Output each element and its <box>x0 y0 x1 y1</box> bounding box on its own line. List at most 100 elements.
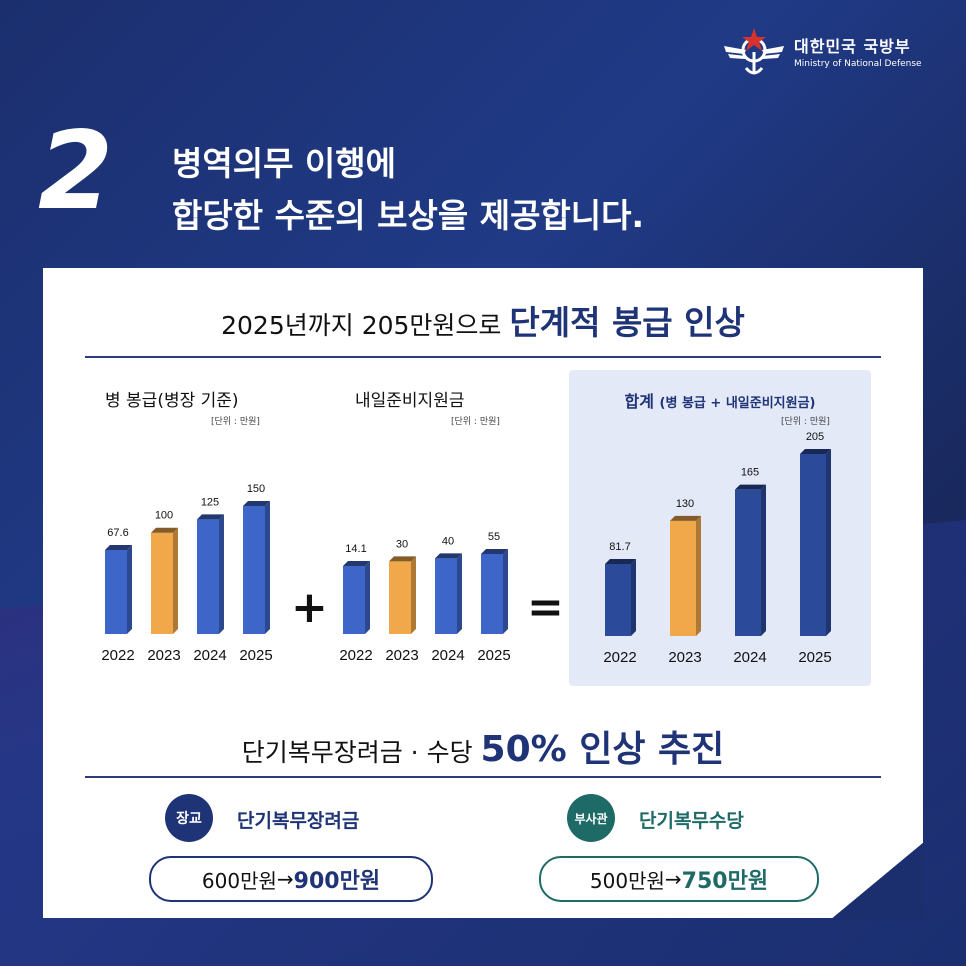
bar-side <box>411 556 416 634</box>
divider-bottom <box>85 776 881 778</box>
chart1-unit: [단위 : 만원] <box>211 417 260 427</box>
chart-soldier-salary: 67.6 2022 100 2023 125 2024 150 2025 <box>101 483 272 664</box>
bar-2024 <box>735 484 766 636</box>
data-label: 40 <box>442 535 454 547</box>
bar-2023 <box>670 515 701 636</box>
chart3-unit: [단위 : 만원] <box>781 417 830 427</box>
bar-front <box>435 558 457 634</box>
chart3-title: 합계 (병 봉급 + 내일준비지원금) <box>569 388 871 412</box>
bar-top <box>605 559 636 564</box>
data-label: 14.1 <box>345 543 366 555</box>
section1-title: 2025년까지 205만원으로 단계적 봉급 인상 <box>43 296 923 344</box>
bar-front <box>605 564 631 636</box>
bar-front <box>197 519 219 634</box>
bar-2025 <box>243 501 270 634</box>
nco-arrow: → <box>664 867 682 891</box>
x-tick-label: 2025 <box>239 647 272 664</box>
bar-front <box>343 566 365 634</box>
logo-name-en: Ministry of National Defense <box>794 59 922 69</box>
bar-side <box>173 527 178 634</box>
bar-2025 <box>800 449 831 636</box>
x-tick-label: 2024 <box>193 647 226 664</box>
nco-badge: 부사관 <box>567 794 615 842</box>
bar-side <box>219 514 224 634</box>
data-label: 130 <box>676 498 694 510</box>
x-tick-label: 2023 <box>385 647 418 664</box>
x-tick-label: 2022 <box>101 647 134 664</box>
logo-name-ko: 대한민국 국방부 <box>794 37 911 56</box>
bar-top <box>800 449 831 454</box>
bar-2022 <box>105 545 132 634</box>
officer-badge: 장교 <box>165 794 213 842</box>
chart3-subtitle: (병 봉급 + 내일준비지원금) <box>659 396 816 411</box>
bar-side <box>365 561 370 634</box>
nco-bonus-title: 단기복무수당 <box>639 810 744 832</box>
officer-bonus-pill: 600만원 → 900만원 <box>149 856 433 902</box>
equals-operator: = <box>527 582 564 633</box>
bar-top <box>151 527 178 533</box>
bar-2025 <box>481 549 508 634</box>
bar-front <box>735 489 761 636</box>
chart-preparation-fund: 14.1 2022 30 2023 40 2024 55 2025 <box>339 531 510 664</box>
section1-emphasis: 단계적 봉급 인상 <box>509 303 745 342</box>
bar-top <box>243 501 270 506</box>
bar-top <box>105 545 132 550</box>
data-label: 165 <box>741 467 759 479</box>
section1-prefix: 2025년까지 205만원으로 <box>221 311 510 340</box>
chart2-title: 내일준비지원금 <box>355 391 465 411</box>
bar-front <box>670 520 696 636</box>
bar-side <box>503 549 508 634</box>
headline: 병역의무 이행에 합당한 수준의 보상을 제공합니다. <box>172 138 644 242</box>
x-tick-label: 2023 <box>668 649 701 666</box>
bar-front <box>481 554 503 634</box>
bar-side <box>761 484 766 636</box>
bar-top <box>481 549 508 554</box>
mnd-logo: 대한민국 국방부 Ministry of National Defense <box>722 24 922 78</box>
bar-top <box>343 561 370 566</box>
nco-bonus-pill: 500만원 → 750만원 <box>539 856 819 902</box>
bar-front <box>389 561 411 634</box>
data-label: 150 <box>247 483 265 495</box>
bar-side <box>265 501 270 634</box>
bar-2023 <box>389 556 416 634</box>
officer-to: 900만원 <box>293 869 381 894</box>
data-label: 100 <box>155 510 173 522</box>
data-label: 205 <box>806 431 824 443</box>
x-tick-label: 2024 <box>431 647 464 664</box>
chart2-unit: [단위 : 만원] <box>451 417 500 427</box>
total-box: 합계 (병 봉급 + 내일준비지원금) [단위 : 만원] 81.7 2022 13… <box>569 370 871 686</box>
x-tick-label: 2022 <box>603 649 636 666</box>
bar-2022 <box>343 561 370 634</box>
bar-front <box>243 506 265 634</box>
bar-side <box>826 449 831 636</box>
officer-arrow: → <box>276 867 294 891</box>
chart1-title: 병 봉급(병장 기준) <box>105 391 239 411</box>
x-tick-label: 2023 <box>147 647 180 664</box>
bar-side <box>127 545 132 634</box>
data-label: 55 <box>488 531 500 543</box>
plus-operator: + <box>291 582 328 633</box>
data-label: 67.6 <box>107 527 128 539</box>
nco-to: 750만원 <box>681 869 769 894</box>
headline-line2: 합당한 수준의 보상을 제공합니다. <box>172 196 645 235</box>
bar-top <box>670 515 701 521</box>
officer-bonus-title: 단기복무장려금 <box>237 810 360 832</box>
bar-top <box>735 484 766 490</box>
bar-front <box>105 550 127 634</box>
data-label: 30 <box>396 538 408 550</box>
bar-side <box>457 553 462 634</box>
x-tick-label: 2022 <box>339 647 372 664</box>
chart-total: 81.7 2022 130 2023 165 2024 205 2025 <box>603 431 831 666</box>
bar-2024 <box>435 553 462 634</box>
divider-top <box>85 356 881 358</box>
bar-2024 <box>197 514 224 634</box>
bar-front <box>151 532 173 634</box>
bar-2022 <box>605 559 636 636</box>
bar-top <box>389 556 416 562</box>
section2-title: 단기복무장려금 · 수당 50% 인상 추진 <box>43 720 923 772</box>
bar-front <box>800 454 826 636</box>
nco-from: 500만원 <box>589 868 665 893</box>
info-card: 2025년까지 205만원으로 단계적 봉급 인상 병 봉급(병장 기준) [단… <box>43 268 923 918</box>
headline-line1: 병역의무 이행에 <box>172 144 397 183</box>
x-tick-label: 2024 <box>733 649 766 666</box>
